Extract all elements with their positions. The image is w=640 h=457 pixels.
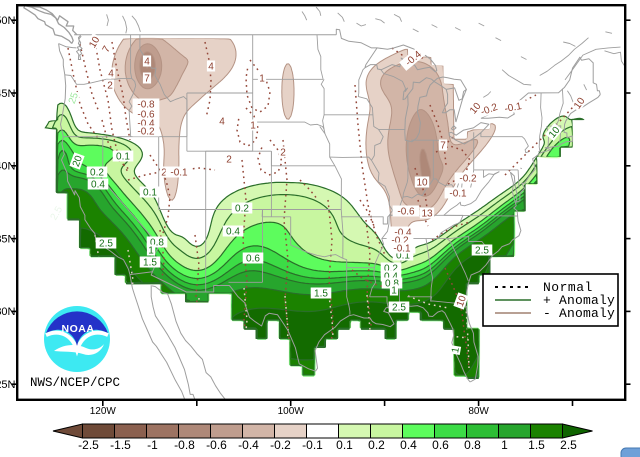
svg-text:10: 10 <box>87 35 102 51</box>
svg-text:1: 1 <box>391 286 397 297</box>
svg-text:-0.1: -0.1 <box>302 438 323 452</box>
svg-text:4: 4 <box>208 62 214 73</box>
svg-text:25N: 25N <box>0 379 16 391</box>
svg-text:1: 1 <box>250 121 256 132</box>
svg-text:4: 4 <box>144 57 150 68</box>
svg-text:0.6: 0.6 <box>432 438 449 452</box>
svg-text:80W: 80W <box>468 406 489 417</box>
svg-text:7: 7 <box>101 44 114 55</box>
svg-text:0.8: 0.8 <box>385 279 399 290</box>
svg-text:0.4: 0.4 <box>400 438 417 452</box>
svg-text:-0.1: -0.1 <box>393 244 411 255</box>
svg-text:0.2: 0.2 <box>90 168 104 179</box>
svg-text:-1.5: -1.5 <box>110 438 131 452</box>
svg-text:2.5: 2.5 <box>560 438 577 452</box>
svg-text:-0.4: -0.4 <box>137 119 155 130</box>
svg-text:50N: 50N <box>0 15 16 27</box>
svg-text:-0.8: -0.8 <box>137 100 155 111</box>
svg-text:-0.4: -0.4 <box>238 438 259 452</box>
svg-text:4: 4 <box>219 117 225 128</box>
svg-text:0.1: 0.1 <box>143 188 157 199</box>
svg-text:2.5: 2.5 <box>475 246 489 257</box>
svg-text:0.2: 0.2 <box>384 264 398 275</box>
svg-text:2: 2 <box>226 155 232 166</box>
svg-text:0.4: 0.4 <box>384 272 398 283</box>
svg-text:-0.4: -0.4 <box>394 228 412 239</box>
svg-text:2: 2 <box>280 148 286 159</box>
svg-text:10: 10 <box>416 178 428 189</box>
svg-text:20: 20 <box>71 154 85 169</box>
svg-text:7: 7 <box>144 74 150 85</box>
svg-text:-0.2: -0.2 <box>391 236 409 247</box>
svg-text:1.5: 1.5 <box>528 438 545 452</box>
svg-text:-0.1: -0.1 <box>449 189 467 200</box>
svg-text:-1: -1 <box>147 438 158 452</box>
svg-text:0.2: 0.2 <box>235 204 249 215</box>
svg-text:1: 1 <box>501 438 508 452</box>
svg-text:-0.8: -0.8 <box>174 438 195 452</box>
svg-text:- Anomaly: - Anomaly <box>543 306 615 321</box>
svg-text:-0.2: -0.2 <box>459 174 477 185</box>
svg-text:Normal: Normal <box>543 280 593 295</box>
svg-text:2.5: 2.5 <box>99 239 113 250</box>
svg-text:NWS/NCEP/CPC: NWS/NCEP/CPC <box>30 376 120 390</box>
svg-text:0.1: 0.1 <box>336 438 353 452</box>
svg-text:-0.2: -0.2 <box>137 127 155 138</box>
svg-text:2: 2 <box>107 81 113 92</box>
svg-text:120W: 120W <box>90 406 117 417</box>
svg-text:0.4: 0.4 <box>91 180 105 191</box>
svg-text:1: 1 <box>450 346 462 354</box>
svg-text:0.1: 0.1 <box>116 152 130 163</box>
svg-text:7: 7 <box>440 141 446 152</box>
svg-text:-0.2: -0.2 <box>270 438 291 452</box>
svg-text:0.4: 0.4 <box>226 227 240 238</box>
svg-text:-0.6: -0.6 <box>137 110 155 121</box>
svg-text:1.5: 1.5 <box>314 289 328 300</box>
svg-text:1: 1 <box>148 246 154 257</box>
svg-text:13: 13 <box>421 209 433 220</box>
svg-text:10: 10 <box>455 294 469 309</box>
svg-text:1: 1 <box>259 74 265 85</box>
svg-text:4: 4 <box>108 69 114 80</box>
svg-text:0.8: 0.8 <box>150 238 164 249</box>
svg-text:35N: 35N <box>0 233 16 245</box>
svg-text:-0.1: -0.1 <box>504 101 523 115</box>
svg-text:NOAA: NOAA <box>62 323 95 335</box>
svg-text:45N: 45N <box>0 88 16 100</box>
svg-text:-0.1: -0.1 <box>170 168 188 179</box>
svg-text:0.2: 0.2 <box>368 438 385 452</box>
svg-text:2: 2 <box>161 168 167 179</box>
svg-text:1.5: 1.5 <box>143 258 157 269</box>
svg-text:25: 25 <box>67 91 81 106</box>
svg-text:+ Anomaly: + Anomaly <box>543 293 615 308</box>
svg-text:0.8: 0.8 <box>464 438 481 452</box>
svg-text:30N: 30N <box>0 306 16 318</box>
svg-text:0.1: 0.1 <box>396 251 410 262</box>
svg-text:0.6: 0.6 <box>246 254 260 265</box>
svg-text:-2.5: -2.5 <box>78 438 99 452</box>
svg-text:2.5: 2.5 <box>392 303 406 314</box>
svg-text:100W: 100W <box>278 406 305 417</box>
svg-text:-0.6: -0.6 <box>206 438 227 452</box>
svg-text:-0.6: -0.6 <box>397 207 415 218</box>
svg-text:40N: 40N <box>0 161 16 173</box>
